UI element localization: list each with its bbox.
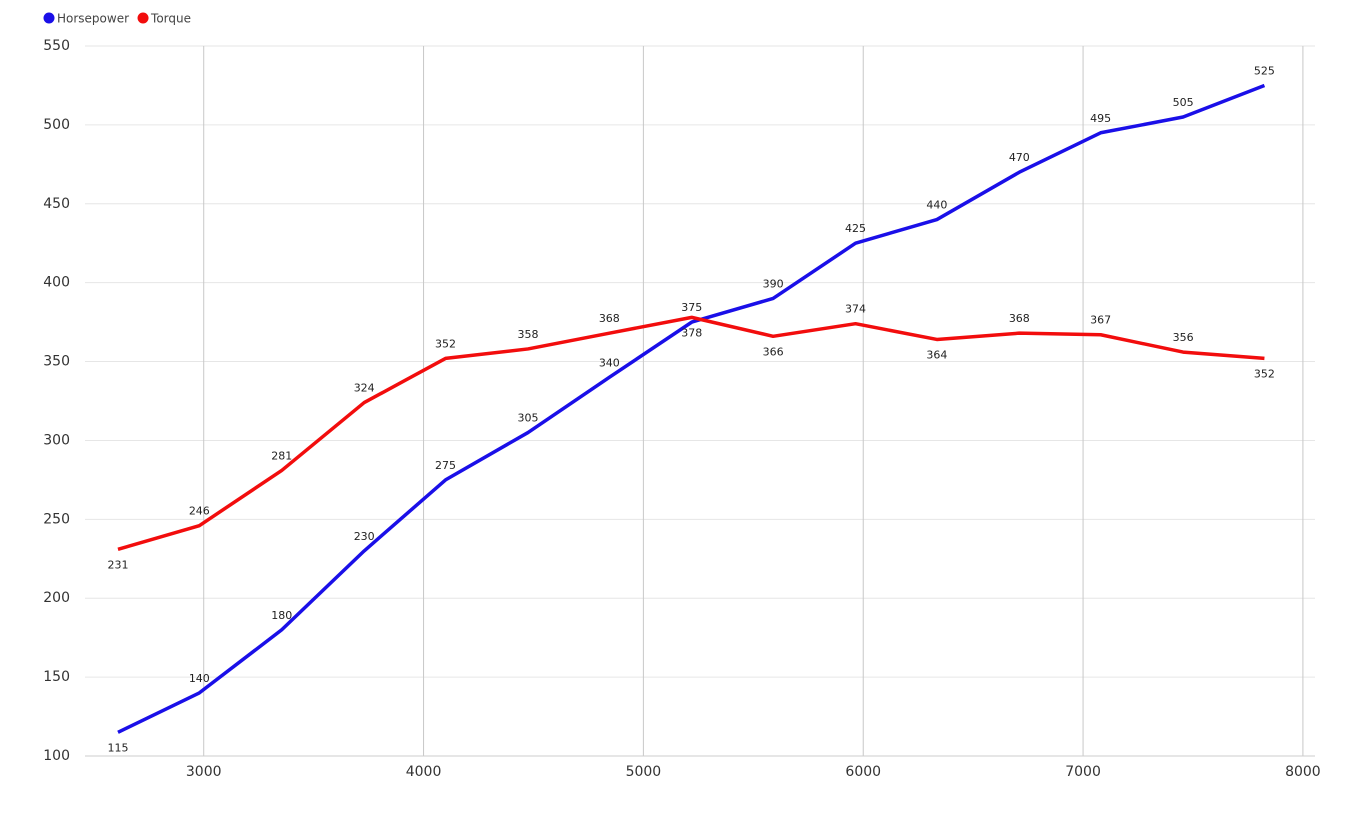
y-tick-label: 550 (43, 38, 70, 54)
x-tick-label: 5000 (626, 764, 662, 780)
line-series (117, 83, 1266, 734)
data-label: 352 (1254, 367, 1275, 380)
data-label: 390 (763, 277, 784, 290)
y-tick-label: 300 (43, 432, 70, 448)
y-tick-label: 250 (43, 511, 70, 527)
data-label: 246 (189, 505, 210, 518)
data-label: 305 (517, 412, 538, 425)
data-label: 425 (845, 222, 866, 235)
y-tick-label: 200 (43, 590, 70, 606)
data-label: 230 (354, 530, 375, 543)
data-label: 140 (189, 672, 210, 685)
y-tick-label: 400 (43, 275, 70, 291)
data-label: 470 (1009, 151, 1030, 164)
data-label: 505 (1173, 96, 1194, 109)
data-label: 440 (926, 199, 947, 212)
y-tick-label: 450 (43, 196, 70, 212)
data-label: 180 (271, 609, 292, 622)
data-label: 352 (435, 337, 456, 350)
x-tick-label: 3000 (186, 764, 222, 780)
data-label: 231 (107, 558, 128, 571)
legend-marker (43, 12, 55, 24)
data-label: 367 (1090, 314, 1111, 327)
x-tick-label: 6000 (845, 764, 881, 780)
data-label: 356 (1173, 331, 1194, 344)
data-label: 281 (271, 449, 292, 462)
x-tick-label: 7000 (1065, 764, 1101, 780)
line-series (117, 315, 1265, 551)
data-label: 378 (681, 326, 702, 339)
y-tick-label: 100 (43, 748, 70, 764)
data-label: 368 (599, 312, 620, 325)
data-label: 115 (107, 741, 128, 754)
data-label: 368 (1009, 312, 1030, 325)
legend-label: Horsepower (57, 12, 129, 26)
legend-label: Torque (150, 12, 191, 26)
data-label: 525 (1254, 64, 1275, 77)
data-label: 375 (681, 301, 702, 314)
data-label: 358 (517, 328, 538, 341)
y-tick-label: 500 (43, 117, 70, 133)
data-label: 340 (599, 356, 620, 369)
data-label: 275 (435, 459, 456, 472)
y-tick-label: 150 (43, 669, 70, 685)
data-label: 324 (354, 382, 375, 395)
data-label: 495 (1090, 112, 1111, 125)
legend-marker (137, 12, 149, 24)
data-label: 366 (763, 345, 784, 358)
data-label: 374 (845, 303, 866, 316)
y-tick-label: 350 (43, 354, 70, 370)
data-label: 364 (926, 348, 947, 361)
x-tick-label: 4000 (406, 764, 442, 780)
x-tick-label: 8000 (1285, 764, 1321, 780)
